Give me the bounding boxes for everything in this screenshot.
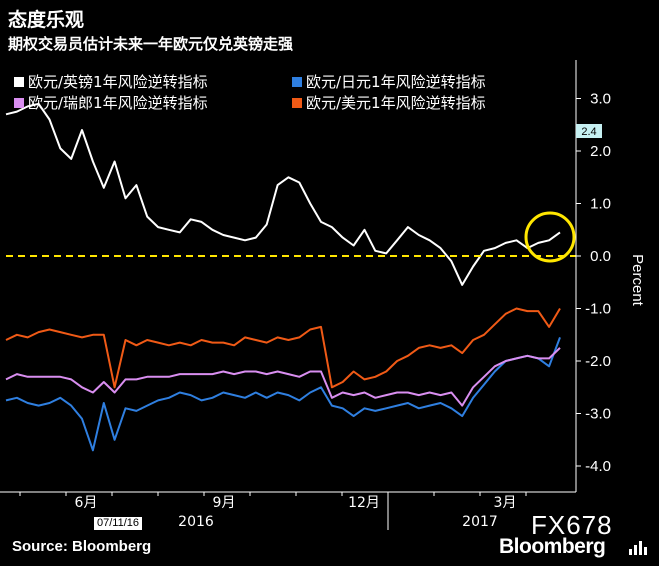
last-value-label: 2.4 — [581, 126, 596, 138]
legend-label: 欧元/美元1年风险逆转指标 — [306, 94, 486, 112]
y-tick-label: 1.0 — [590, 196, 611, 213]
y-axis-label: Percent — [629, 254, 646, 307]
series-line-1 — [5, 102, 561, 286]
series-line-2 — [5, 337, 561, 452]
plot-area — [5, 102, 576, 452]
x-tick-label: 3月 — [494, 495, 517, 511]
date-marker: 07/11/16 — [94, 517, 143, 530]
watermark-ticker: FX678 — [531, 510, 613, 540]
x-year-label: 2016 — [178, 514, 214, 530]
legend-swatch — [292, 77, 302, 87]
y-tick-label: -4.0 — [585, 458, 611, 475]
x-year-label: 2017 — [462, 514, 498, 530]
highlight-circle — [524, 211, 576, 263]
legend-swatch — [14, 77, 24, 87]
bar-chart-icon — [629, 541, 647, 555]
y-tick-label: -2.0 — [585, 353, 611, 370]
y-axis: 3.0 2.0 1.0 0.0 -1.0 -2.0 -3.0 -4.0 Percent 2.4 — [575, 60, 646, 492]
legend-label: 欧元/日元1年风险逆转指标 — [306, 73, 486, 91]
chart-title: 态度乐观 — [8, 9, 85, 31]
chart-subtitle: 期权交易员估计未来一年欧元仅兑英镑走强 — [8, 35, 294, 53]
legend-swatch — [292, 98, 302, 108]
legend-label: 欧元/英镑1年风险逆转指标 — [28, 73, 208, 91]
x-tick-label: 12月 — [348, 495, 380, 511]
source-label: Source: Bloomberg — [12, 538, 152, 555]
bloomberg-logo: Bloomberg — [499, 535, 606, 558]
legend-label: 欧元/瑞郎1年风险逆转指标 — [28, 94, 208, 112]
y-tick-label: -3.0 — [585, 406, 611, 423]
y-tick-label: 3.0 — [590, 91, 611, 108]
y-tick-label: -1.0 — [585, 301, 611, 318]
x-tick-label: 9月 — [213, 495, 236, 511]
legend-swatch — [14, 98, 24, 108]
last-value-tag: 2.4 — [576, 124, 602, 138]
y-tick-label: 2.0 — [590, 143, 611, 160]
y-tick-label: 0.0 — [590, 248, 611, 265]
series-line-3 — [5, 347, 561, 407]
last-value-box — [576, 124, 602, 138]
x-tick-label: 6月 — [75, 495, 98, 511]
series-line-4 — [5, 307, 561, 389]
x-axis: 6月 9月 12月 3月 2016 2017 — [0, 491, 576, 530]
